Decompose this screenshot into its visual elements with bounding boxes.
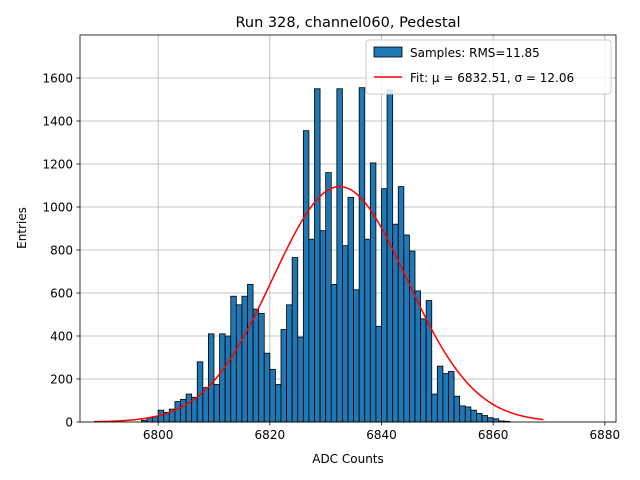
histogram-bar [386,89,394,423]
histogram-bar [185,393,193,423]
histogram-bar [213,383,220,423]
legend-samples-label: Samples: RMS=11.85 [410,46,540,60]
histogram-bar [258,313,265,423]
y-tick-label: 1000 [42,201,73,215]
histogram-bar [330,283,338,423]
x-tick-label: 6840 [366,428,397,442]
histogram-bar [492,418,500,423]
histogram-bar [202,387,209,423]
y-tick-label: 200 [50,373,73,387]
histogram-bar [487,417,494,423]
histogram-bar [319,230,327,423]
histogram-bar [342,245,349,423]
legend: Samples: RMS=11.85 Fit: μ = 6832.51, σ =… [365,39,612,95]
histogram-bar [219,333,226,423]
histogram-bar [364,238,371,423]
y-axis-label: Entries [15,207,29,249]
histogram-bar [403,234,410,423]
y-tick-label: 1400 [42,115,73,129]
histogram-bar [397,186,405,423]
histogram-bar [263,352,271,423]
x-tick-label: 6880 [590,428,621,442]
y-tick-label: 600 [50,287,73,301]
histogram-bar [409,250,416,423]
histogram-bar [436,365,444,423]
histogram-bar [230,295,237,423]
histogram-bar [314,88,321,423]
histogram-bar [247,283,254,423]
y-axis-ticks: 0 200 400 600 800 1000 1200 1400 1600 [42,72,80,430]
histogram-bar [280,329,287,423]
histogram-bar [224,335,232,423]
histogram-bar [481,415,488,423]
x-axis-label: ADC Counts [312,452,384,466]
histogram-bar [476,412,483,423]
histogram-bar [252,308,260,423]
x-tick-label: 6820 [255,428,286,442]
fit-curve [93,185,544,423]
histogram-bar [275,383,282,423]
histogram-bar [353,289,360,423]
histogram-bar [208,333,215,423]
y-tick-label: 400 [50,330,73,344]
histogram-bar [448,371,455,423]
histogram-bar [325,172,332,423]
y-tick-label: 1200 [42,158,73,172]
histogram-bar [174,401,181,423]
histogram-bar [302,130,310,423]
histogram-bar [414,290,421,423]
histogram-bar [420,318,427,423]
histogram-bar [297,336,304,423]
histogram-bar [464,406,472,423]
legend-samples-swatch [373,46,403,58]
histogram-bar [425,300,433,423]
histogram-bar [269,368,276,423]
histogram-bar [470,409,477,423]
chart-title: Run 328, channel060, Pedestal [235,15,460,31]
histogram-bar [442,373,449,423]
legend-box [365,39,612,95]
x-axis-ticks: 6800 6820 6840 6860 6880 [143,422,620,442]
y-tick-label: 800 [50,244,73,258]
histogram-bar [336,88,343,423]
plot-frame [79,34,617,423]
histogram-bar [347,196,354,423]
y-tick-label: 1600 [42,72,73,86]
x-tick-label: 6860 [478,428,509,442]
histogram-bar [431,393,438,423]
histogram-bar [241,295,248,423]
legend-fit-label: Fit: μ = 6832.51, σ = 12.06 [410,71,574,85]
histogram-bar [291,257,299,423]
y-tick-label: 0 [65,416,73,430]
histogram-bar [286,304,293,423]
histogram-bar [358,87,366,423]
histogram-bars [141,87,511,423]
histogram-bar [381,188,388,423]
histogram-bar [453,395,461,423]
histogram-bar [180,399,187,423]
histogram-bar [375,325,382,423]
histogram-bar [235,304,243,423]
histogram-bar [369,162,377,423]
histogram-bar [308,238,315,423]
histogram-bar [459,405,466,423]
x-tick-label: 6800 [143,428,174,442]
